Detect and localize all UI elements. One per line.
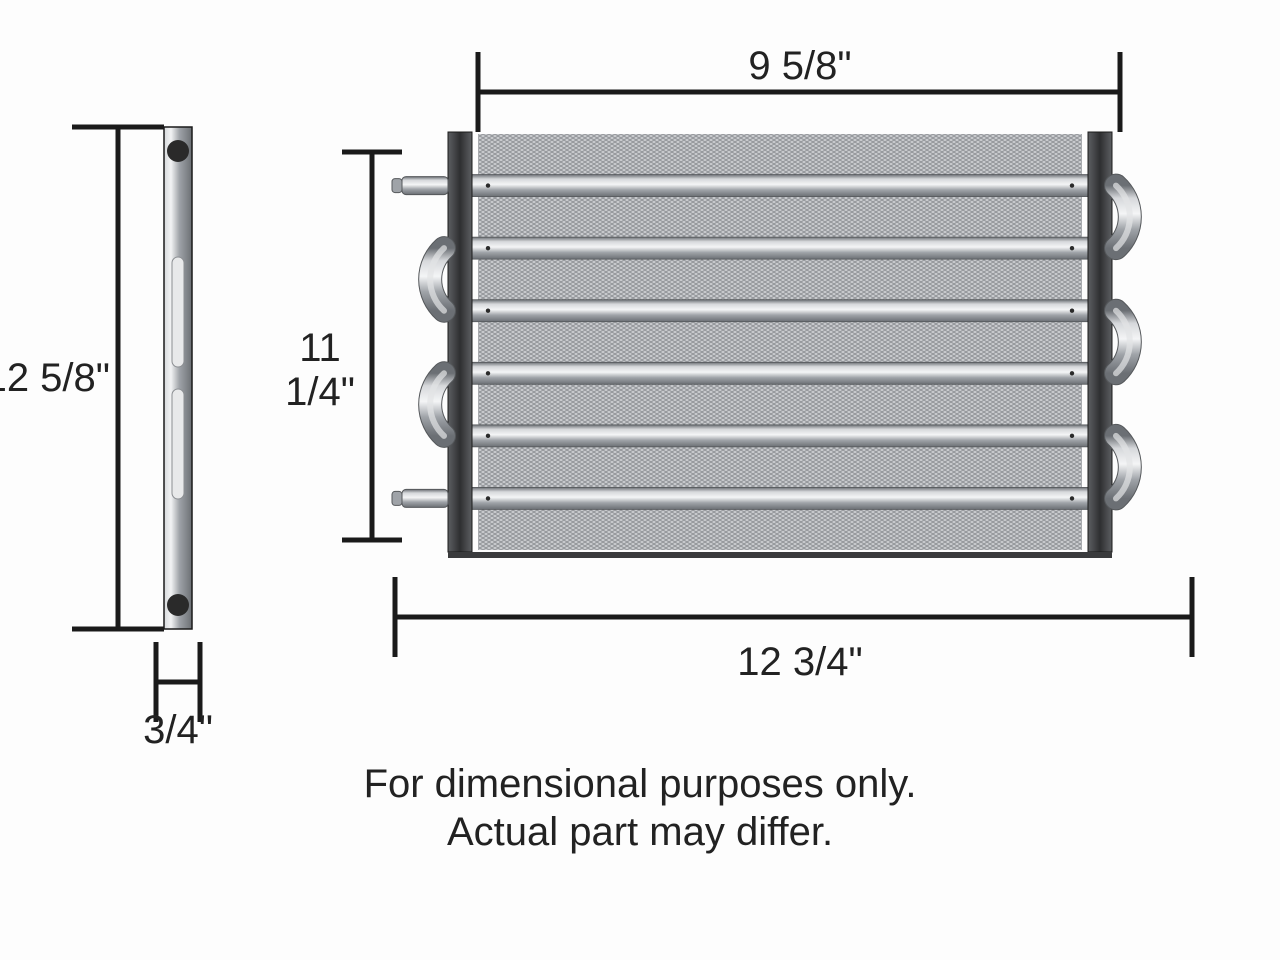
label-overall-width: 12 3/4" xyxy=(600,640,1000,684)
caption-line1: For dimensional purposes only. xyxy=(0,760,1280,808)
label-core-height: 11 1/4" xyxy=(270,326,370,414)
label-side-width: 3/4" xyxy=(128,708,228,752)
caption-line2: Actual part may differ. xyxy=(0,808,1280,856)
label-core-top: 9 5/8" xyxy=(600,44,1000,88)
label-side-height: 12 5/8" xyxy=(0,356,110,400)
caption: For dimensional purposes only. Actual pa… xyxy=(0,760,1280,856)
